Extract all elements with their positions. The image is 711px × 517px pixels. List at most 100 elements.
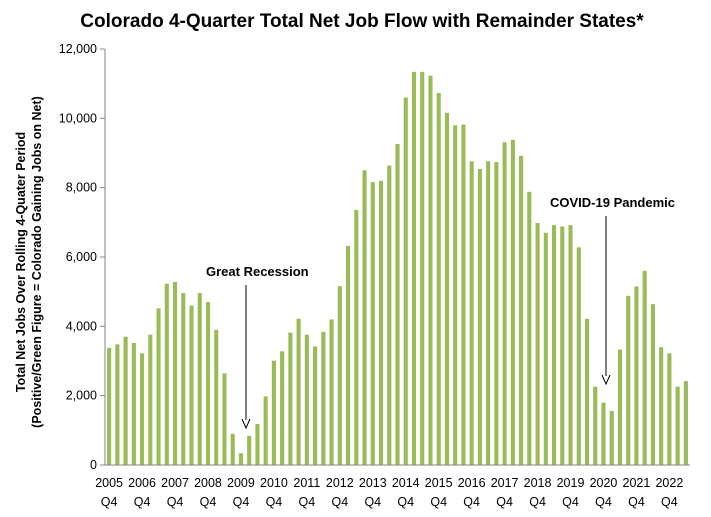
- bar: [420, 71, 425, 465]
- annotation-arrowhead-covid-19-pandemic: [601, 374, 611, 386]
- y-tick-label: 6,000: [66, 250, 97, 264]
- bar: [444, 112, 449, 465]
- bar: [362, 170, 367, 465]
- x-tick-label-year: 2017: [491, 476, 519, 490]
- bar: [667, 353, 672, 465]
- bar: [280, 351, 285, 465]
- x-axis: 2005 Q4 2006 Q4 2007 Q4 2008 Q4 2009 Q4 2010 Q4 2011…: [95, 476, 683, 509]
- x-tick-label-quarter: Q4: [134, 495, 151, 509]
- x-tick-label-quarter: Q4: [430, 495, 447, 509]
- bar: [502, 142, 507, 465]
- bar: [428, 75, 433, 465]
- y-axis-label-line2: (Positive/Green Figure = Colorado Gainin…: [30, 96, 44, 428]
- bar: [683, 381, 688, 465]
- x-tick-label-quarter: Q4: [661, 495, 678, 509]
- bar: [238, 453, 244, 465]
- x-tick-label-year: 2015: [425, 476, 453, 490]
- y-tick-label: 4,000: [66, 319, 97, 333]
- chart-title: Colorado 4-Quarter Total Net Job Flow wi…: [80, 11, 644, 32]
- x-tick-label-year: 2011: [293, 476, 320, 490]
- bar: [131, 342, 136, 465]
- y-tick-label: 10,000: [59, 111, 97, 125]
- bar: [634, 286, 639, 465]
- bar: [288, 332, 293, 465]
- bar: [313, 346, 318, 465]
- x-tick-label-year: 2020: [590, 476, 618, 490]
- bar: [148, 334, 153, 465]
- bar: [271, 360, 276, 465]
- y-axis-label-line1: Total Net Jobs Over Rolling 4-Quater Per…: [14, 132, 28, 392]
- bar: [486, 161, 491, 465]
- bar: [247, 435, 252, 465]
- x-tick-label-year: 2005: [95, 476, 123, 490]
- annotation-great-recession: Great Recession: [206, 264, 309, 279]
- y-tick-label: 0: [90, 458, 97, 472]
- x-tick-label-year: 2014: [392, 476, 420, 490]
- bar: [403, 97, 408, 465]
- x-tick-label-quarter: Q4: [463, 495, 480, 509]
- x-tick-label-year: 2012: [326, 476, 354, 490]
- x-tick-label-quarter: Q4: [266, 495, 283, 509]
- bar: [354, 209, 359, 465]
- x-tick-label-year: 2018: [524, 476, 552, 490]
- bar: [296, 318, 301, 465]
- bar: [205, 302, 211, 465]
- bar: [255, 424, 260, 465]
- bar: [123, 336, 128, 465]
- bar: [593, 386, 598, 465]
- bar: [510, 139, 515, 465]
- bar: [650, 304, 655, 465]
- bar: [436, 93, 441, 465]
- x-tick-label-year: 2022: [655, 476, 683, 490]
- bar: [543, 232, 548, 465]
- x-tick-label-quarter: Q4: [529, 495, 546, 509]
- bar: [230, 433, 235, 465]
- x-tick-label-year: 2009: [227, 476, 255, 490]
- bar: [140, 353, 145, 465]
- x-tick-label-year: 2019: [557, 476, 585, 490]
- bar: [675, 386, 680, 465]
- x-tick-label-quarter: Q4: [233, 495, 250, 509]
- x-tick-label-quarter: Q4: [397, 495, 414, 509]
- x-tick-label-quarter: Q4: [595, 495, 612, 509]
- x-tick-label-year: 2008: [194, 476, 222, 490]
- bar: [304, 334, 309, 465]
- bar: [321, 331, 326, 465]
- bar: [164, 283, 169, 465]
- bar: [576, 247, 581, 465]
- bar: [189, 305, 194, 465]
- x-tick-label-quarter: Q4: [167, 495, 184, 509]
- x-tick-label-quarter: Q4: [200, 495, 217, 509]
- bar: [551, 225, 557, 465]
- bar: [107, 347, 112, 465]
- bar: [181, 293, 186, 465]
- x-tick-label-quarter: Q4: [364, 495, 381, 509]
- bar: [156, 308, 161, 465]
- bar: [535, 223, 540, 465]
- x-tick-label-year: 2021: [623, 476, 651, 490]
- bar: [214, 329, 219, 465]
- bar: [387, 165, 392, 466]
- bar: [453, 125, 458, 466]
- y-tick-label: 2,000: [66, 389, 97, 403]
- bar: [519, 155, 524, 465]
- x-tick-label-year: 2016: [458, 476, 486, 490]
- bar: [609, 410, 614, 465]
- x-tick-label-quarter: Q4: [101, 495, 118, 509]
- y-tick-label: 8,000: [66, 181, 97, 195]
- bar: [337, 286, 342, 465]
- y-tick-label: 12,000: [59, 42, 97, 56]
- bar: [584, 318, 590, 465]
- bar: [411, 71, 417, 465]
- x-tick-label-quarter: Q4: [496, 495, 513, 509]
- x-tick-label-quarter: Q4: [331, 495, 348, 509]
- bar: [461, 124, 466, 465]
- x-tick-label-year: 2013: [359, 476, 387, 490]
- bar: [197, 293, 202, 465]
- bar: [378, 180, 384, 466]
- bar: [626, 295, 631, 465]
- x-tick-label-quarter: Q4: [299, 495, 316, 509]
- x-tick-label-year: 2010: [260, 476, 288, 490]
- x-tick-label-quarter: Q4: [628, 495, 645, 509]
